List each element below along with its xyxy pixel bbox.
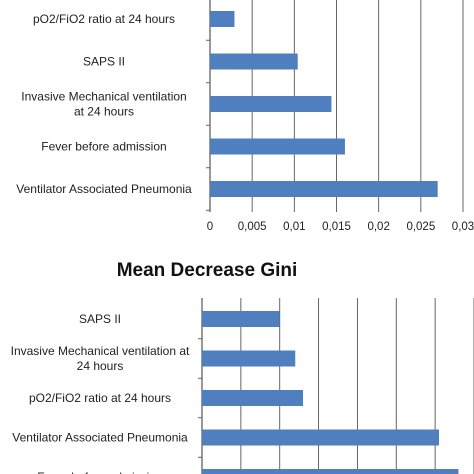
bar [202, 469, 459, 474]
chart-bottom: SAPS II Invasive Mechanical ventilation a… [11, 298, 474, 474]
x-tick-label: 0,01 [283, 221, 305, 233]
x-tick-label: 0,015 [322, 221, 351, 233]
bar [202, 350, 296, 367]
bar [202, 311, 280, 327]
category-label: Ventilator Associated Pneumonia [16, 182, 192, 196]
chart-bottom-title: Mean Decrease Gini [117, 260, 298, 281]
category-label: Fever before admission [41, 140, 166, 154]
bar [210, 138, 345, 155]
category-label: Invasive Mechanical ventilation at 24 hou… [11, 344, 190, 373]
bar [202, 390, 304, 406]
category-label: Fever before admission [37, 470, 162, 474]
category-label: SAPS II [83, 55, 125, 69]
category-label: pO2/FiO2 ratio at 24 hours [29, 391, 171, 405]
x-tick-label: 0 [207, 221, 213, 233]
bar [210, 181, 438, 197]
x-tick-label: 0,03 [452, 221, 474, 233]
bar [210, 11, 235, 27]
bar [210, 53, 298, 70]
x-tick-label: 0,025 [406, 221, 435, 233]
category-label: Ventilator Associated Pneumonia [12, 431, 188, 445]
bar [210, 96, 332, 112]
bar [202, 429, 440, 446]
x-tick-label: 0,02 [367, 221, 389, 233]
category-label: Invasive Mechanical ventilation at 24 hou… [21, 90, 186, 119]
chart-top: pO2/FiO2 ratio at 24 hours SAPS II Invasiv… [16, 0, 474, 233]
x-tick-label: 0,005 [238, 221, 267, 233]
category-label: SAPS II [79, 312, 121, 326]
category-label: pO2/FiO2 ratio at 24 hours [33, 12, 175, 26]
